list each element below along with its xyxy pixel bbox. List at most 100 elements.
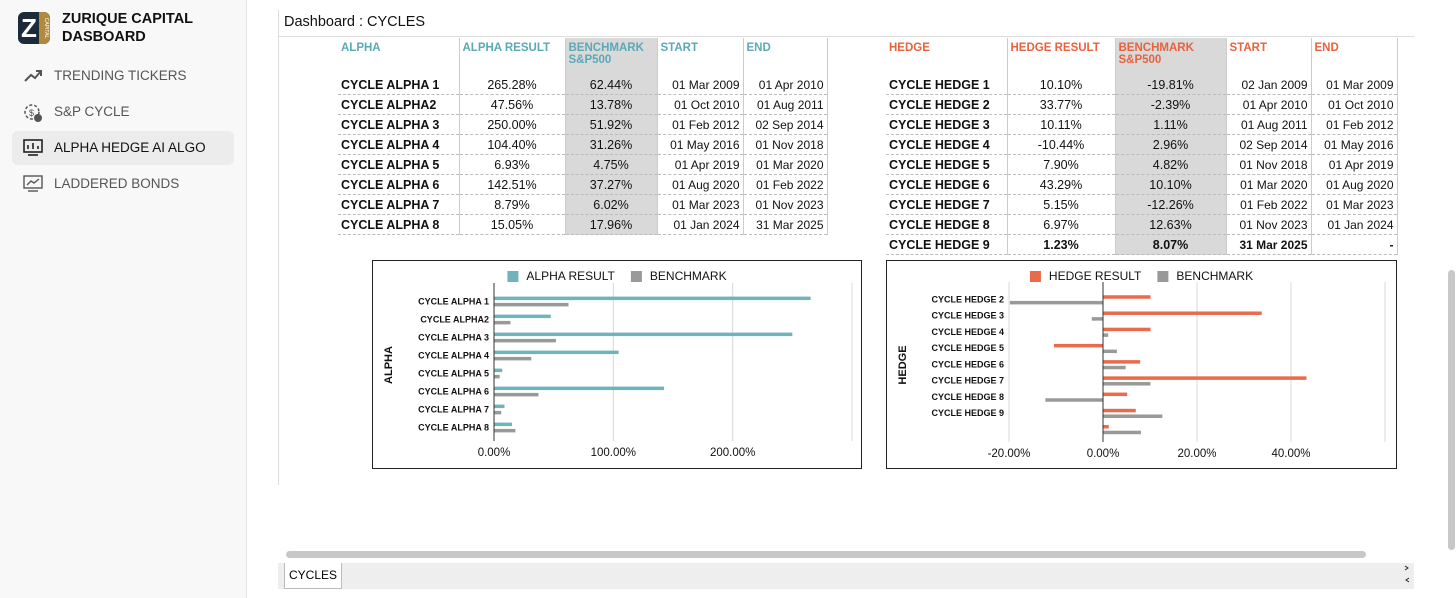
- table-row: CYCLE ALPHA 5 6.93% 4.75% 01 Apr 2019 01 Mar…: [338, 154, 828, 175]
- table-cell: 5.15%: [1007, 194, 1116, 215]
- legend-label: BENCHMARK: [650, 269, 727, 283]
- bar: [1103, 365, 1126, 370]
- table-cell: 265.28%: [459, 75, 566, 95]
- table-cell: 15.05%: [459, 214, 566, 235]
- tab-bar: [278, 563, 1414, 589]
- table-row: CYCLE HEDGE 8 6.97% 12.63% 01 Nov 2023 01 Ja…: [886, 214, 1398, 235]
- table-cell: 01 Mar 2023: [657, 194, 744, 215]
- y-tick-label: CYCLE ALPHA 6: [418, 386, 489, 396]
- bar: [494, 392, 539, 397]
- logo-sub: CAPITAL: [42, 17, 49, 39]
- bar: [494, 338, 556, 343]
- nav-label: TRENDING TICKERS: [54, 68, 187, 83]
- table-cell: 4.75%: [565, 154, 658, 175]
- column-header: END: [1311, 38, 1398, 75]
- hedge-table: HEDGE HEDGE RESULT BENCHMARK S&P500 START EN…: [886, 38, 1398, 255]
- table-cell: CYCLE ALPHA 4: [338, 134, 460, 155]
- bar: [1103, 360, 1141, 364]
- divider: [278, 36, 1414, 37]
- header-row: HEDGE HEDGE RESULT BENCHMARK S&P500 START EN…: [886, 38, 1398, 75]
- table-cell: 01 Apr 2010: [1226, 94, 1312, 115]
- bar: [494, 404, 505, 409]
- nav-item[interactable]: TRENDING TICKERS: [12, 59, 234, 93]
- table-cell: 43.29%: [1007, 174, 1116, 195]
- column-header: ALPHA RESULT: [459, 38, 566, 75]
- table-cell: 250.00%: [459, 114, 566, 135]
- column-header: START: [1226, 38, 1312, 75]
- table-row: CYCLE ALPHA2 47.56% 13.78% 01 Oct 2010 01 Au…: [338, 94, 828, 115]
- bar: [1103, 327, 1151, 332]
- nav-item[interactable]: ALPHA HEDGE AI ALGO: [12, 131, 234, 165]
- table-cell: CYCLE ALPHA 7: [338, 194, 460, 215]
- bar: [1103, 376, 1307, 380]
- table-cell: 01 Feb 2012: [657, 114, 744, 135]
- legend-swatch: [1029, 271, 1041, 282]
- bar: [1045, 398, 1103, 402]
- table-cell: CYCLE HEDGE 2: [886, 94, 1008, 115]
- column-header: BENCHMARK S&P500: [565, 38, 658, 75]
- table-row: CYCLE ALPHA 7 8.79% 6.02% 01 Mar 2023 01 Nov…: [338, 194, 828, 215]
- table-cell: 01 Aug 2011: [1226, 114, 1312, 135]
- nav-label: S&P CYCLE: [54, 104, 130, 119]
- y-tick-label: CYCLE ALPHA 4: [418, 350, 489, 360]
- y-tick-label: CYCLE ALPHA2: [420, 314, 489, 324]
- table-cell: 8.07%: [1115, 234, 1227, 255]
- table-cell: 01 Feb 2022: [1226, 194, 1312, 215]
- horizontal-scrollbar[interactable]: [286, 551, 1366, 558]
- table-cell: CYCLE HEDGE 1: [886, 75, 1008, 95]
- column-header: END: [743, 38, 828, 75]
- table-cell: 01 Jan 2024: [657, 214, 744, 235]
- header-title: Dashboard : CYCLES: [284, 14, 426, 30]
- table-cell: 01 Mar 2020: [743, 154, 828, 175]
- table-cell: CYCLE HEDGE 3: [886, 114, 1008, 135]
- bar: [494, 350, 619, 355]
- table-cell: 10.10%: [1007, 75, 1116, 95]
- table-cell: 12.63%: [1115, 214, 1227, 235]
- table-cell: 17.96%: [565, 214, 658, 235]
- brand: DASBOARD: [62, 29, 146, 45]
- alpha-chart: 0.00% 100.00% 200.00% CYCLE ALPHA 1 CYCLE AL…: [372, 260, 862, 469]
- legend-swatch: [630, 271, 642, 282]
- table-cell: 01 Nov 2018: [1226, 154, 1312, 175]
- sheet-tab[interactable]: CYCLES: [284, 563, 342, 589]
- bar: [1103, 295, 1151, 299]
- table-cell: 01 Aug 2020: [1311, 174, 1398, 195]
- table-cell: 104.40%: [459, 134, 566, 155]
- bar: [494, 428, 516, 433]
- table-cell: 01 Oct 2010: [657, 94, 744, 115]
- table-row: CYCLE ALPHA 4 104.40% 31.26% 01 May 2016 01 …: [338, 134, 828, 155]
- table-cell: CYCLE ALPHA 6: [338, 174, 460, 195]
- table-cell: 01 Mar 2009: [1311, 75, 1398, 95]
- table-cell: CYCLE ALPHA 3: [338, 114, 460, 135]
- table-cell: CYCLE HEDGE 9: [886, 234, 1008, 255]
- bar: [1103, 425, 1109, 429]
- nav-item[interactable]: LADDERED BONDS: [12, 167, 234, 201]
- bar: [1103, 414, 1163, 418]
- alpha-table: ALPHA ALPHA RESULT BENCHMARK S&P500 START EN…: [338, 38, 828, 235]
- tab-arrows[interactable]: [1402, 563, 1412, 585]
- table-cell: 01 Jan 2024: [1311, 214, 1398, 235]
- table-cell: 8.79%: [459, 194, 566, 215]
- table-cell: CYCLE ALPHA 5: [338, 154, 460, 175]
- table-cell: 02 Jan 2009: [1226, 75, 1312, 95]
- vertical-scrollbar[interactable]: [1448, 270, 1455, 550]
- x-tick-label: 0.00%: [1087, 448, 1120, 460]
- hedge-chart: -20.00% 0.00% 20.00% 40.00% CYCLE HEDGE 2 CYC…: [886, 260, 1397, 469]
- table-cell: 31 Mar 2025: [743, 214, 828, 235]
- table-cell: -10.44%: [1007, 134, 1116, 155]
- table-cell: 01 Mar 2020: [1226, 174, 1312, 195]
- x-tick-label: 200.00%: [710, 447, 755, 459]
- bar: [494, 320, 511, 325]
- table-cell: 01 Oct 2010: [1311, 94, 1398, 115]
- legend-swatch: [1157, 271, 1169, 282]
- table-cell: 01 Mar 2023: [1311, 194, 1398, 215]
- table-cell: 02 Sep 2014: [1226, 134, 1312, 155]
- table-row: CYCLE ALPHA 6 142.51% 37.27% 01 Aug 2020 01 …: [338, 174, 828, 195]
- nav-item[interactable]: $ S&P CYCLE: [12, 95, 234, 129]
- table-cell: CYCLE ALPHA 1: [338, 75, 460, 95]
- bar: [494, 332, 793, 337]
- table-cell: 37.27%: [565, 174, 658, 195]
- y-tick-label: CYCLE ALPHA 8: [418, 422, 489, 432]
- panel: [278, 10, 1415, 485]
